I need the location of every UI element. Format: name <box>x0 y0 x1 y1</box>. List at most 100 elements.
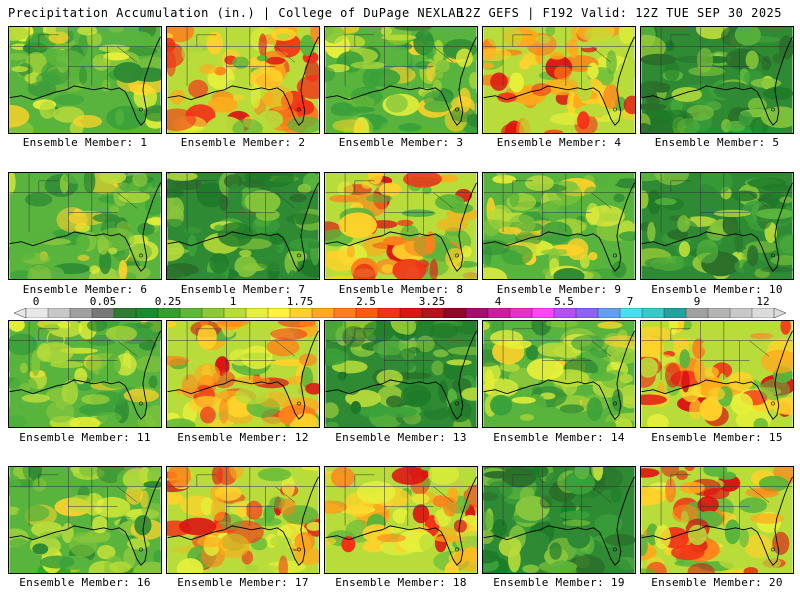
precip-map <box>167 173 319 279</box>
precip-map <box>9 321 161 427</box>
colorbar-cell <box>751 308 775 318</box>
ensemble-panel-10 <box>640 172 794 280</box>
colorbar-tick-label: 3.25 <box>418 295 446 308</box>
ensemble-panel-18 <box>324 466 478 574</box>
ensemble-panel-8 <box>324 172 478 280</box>
chart-title: Precipitation Accumulation (in.) | Colle… <box>8 6 464 20</box>
ensemble-member-label: Ensemble Member: 8 <box>338 283 464 296</box>
colorbar-cell <box>663 308 687 318</box>
colorbar-cell <box>729 308 753 318</box>
colorbar-tick-label: 0.25 <box>154 295 182 308</box>
ensemble-member-label: Ensemble Member: 11 <box>19 431 151 444</box>
precip-map <box>325 321 477 427</box>
colorbar-cell <box>113 308 137 318</box>
ensemble-member-label: Ensemble Member: 3 <box>338 136 464 149</box>
ensemble-member-label: Ensemble Member: 20 <box>651 576 783 589</box>
colorbar-cell <box>443 308 467 318</box>
colorbar-cell <box>91 308 115 318</box>
colorbar-cell <box>179 308 203 318</box>
precip-map <box>325 27 477 133</box>
ensemble-member-label: Ensemble Member: 13 <box>335 431 467 444</box>
colorbar-cell <box>69 308 93 318</box>
ensemble-panel-2 <box>166 26 320 134</box>
ensemble-member-label: Ensemble Member: 7 <box>180 283 306 296</box>
colorbar-cell <box>201 308 225 318</box>
ensemble-panel-4 <box>482 26 636 134</box>
ensemble-panel-5 <box>640 26 794 134</box>
colorbar-cell <box>597 308 621 318</box>
precip-map <box>325 467 477 573</box>
precip-map <box>641 321 793 427</box>
ensemble-member-label: Ensemble Member: 12 <box>177 431 309 444</box>
ensemble-member-label: Ensemble Member: 14 <box>493 431 625 444</box>
colorbar-cell <box>355 308 379 318</box>
ensemble-member-label: Ensemble Member: 4 <box>496 136 622 149</box>
colorbar-cell <box>135 308 159 318</box>
colorbar-cell <box>487 308 511 318</box>
ensemble-panel-9 <box>482 172 636 280</box>
ensemble-panel-19 <box>482 466 636 574</box>
colorbar-cell <box>289 308 313 318</box>
colorbar-cell <box>267 308 291 318</box>
colorbar-cell <box>641 308 665 318</box>
ensemble-member-label: Ensemble Member: 1 <box>22 136 148 149</box>
run-info: 12Z GEFS | F192 Valid: 12Z TUE SEP 30 20… <box>457 6 782 20</box>
precip-map <box>641 27 793 133</box>
colorbar-cell <box>47 308 71 318</box>
ensemble-member-label: Ensemble Member: 9 <box>496 283 622 296</box>
precip-colorbar <box>14 308 786 318</box>
colorbar-tick-label: 5.5 <box>554 295 574 308</box>
ensemble-panel-16 <box>8 466 162 574</box>
ensemble-panel-17 <box>166 466 320 574</box>
ensemble-panel-14 <box>482 320 636 428</box>
colorbar-min-arrow <box>14 308 27 318</box>
ensemble-member-label: Ensemble Member: 15 <box>651 431 783 444</box>
ensemble-member-label: Ensemble Member: 17 <box>177 576 309 589</box>
precip-map <box>483 321 635 427</box>
colorbar-tick-label: 1.75 <box>286 295 314 308</box>
colorbar-tick-label: 0 <box>32 295 40 308</box>
precip-map <box>9 467 161 573</box>
precip-map <box>167 467 319 573</box>
ensemble-member-label: Ensemble Member: 16 <box>19 576 151 589</box>
colorbar-cell <box>333 308 357 318</box>
ensemble-panel-20 <box>640 466 794 574</box>
precip-map <box>167 321 319 427</box>
precip-map <box>483 173 635 279</box>
precip-map <box>325 173 477 279</box>
precip-map <box>9 27 161 133</box>
ensemble-panel-3 <box>324 26 478 134</box>
ensemble-member-label: Ensemble Member: 2 <box>180 136 306 149</box>
colorbar-cell <box>509 308 533 318</box>
colorbar-tick-label: 0.05 <box>89 295 117 308</box>
colorbar-tick-label: 12 <box>756 295 770 308</box>
ensemble-panel-13 <box>324 320 478 428</box>
colorbar-cell <box>465 308 489 318</box>
colorbar-cell <box>575 308 599 318</box>
ensemble-member-label: Ensemble Member: 5 <box>654 136 780 149</box>
ensemble-panel-6 <box>8 172 162 280</box>
colorbar-tick-label: 9 <box>693 295 701 308</box>
colorbar-cell <box>25 308 49 318</box>
colorbar-cell <box>157 308 181 318</box>
ensemble-member-label: Ensemble Member: 18 <box>335 576 467 589</box>
ensemble-member-label: Ensemble Member: 6 <box>22 283 148 296</box>
ensemble-panel-1 <box>8 26 162 134</box>
colorbar-cell <box>399 308 423 318</box>
ensemble-panel-15 <box>640 320 794 428</box>
colorbar-tick-label: 1 <box>229 295 237 308</box>
ensemble-panel-7 <box>166 172 320 280</box>
precip-map <box>641 173 793 279</box>
colorbar-cell <box>707 308 731 318</box>
colorbar-cell <box>531 308 555 318</box>
precip-map <box>9 173 161 279</box>
colorbar-tick-label: 7 <box>626 295 634 308</box>
colorbar-tick-label: 2.5 <box>356 295 376 308</box>
ensemble-member-label: Ensemble Member: 19 <box>493 576 625 589</box>
colorbar-cell <box>311 308 335 318</box>
colorbar-cell <box>421 308 445 318</box>
colorbar-cell <box>223 308 247 318</box>
colorbar-cell <box>245 308 269 318</box>
precip-map <box>641 467 793 573</box>
ensemble-panel-12 <box>166 320 320 428</box>
